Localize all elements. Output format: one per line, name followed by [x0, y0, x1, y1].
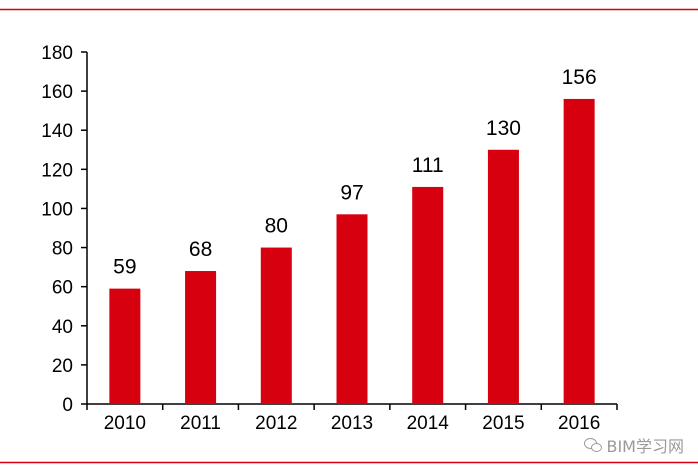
data-label-2012: 80	[265, 215, 288, 238]
x-tick-label: 2014	[407, 413, 450, 434]
x-tick-label: 2015	[482, 413, 524, 434]
x-tick-label: 2010	[104, 413, 146, 434]
data-label-2015: 130	[486, 117, 521, 140]
watermark: BIM学习网	[584, 433, 684, 457]
y-tick-label: 80	[52, 239, 73, 260]
x-tick-label: 2013	[331, 413, 373, 434]
bar-2013	[336, 214, 368, 404]
wechat-icon	[584, 438, 603, 452]
data-label-2016: 156	[562, 66, 597, 89]
bar-2012	[260, 247, 292, 404]
x-tick-label: 2012	[255, 413, 297, 434]
bar-2016	[563, 98, 595, 404]
chart-bars	[109, 98, 595, 404]
y-tick-label: 40	[52, 317, 73, 338]
bar-2015	[487, 149, 519, 404]
chart-axes: 0 20 40 60 80 100 120 140 160 180 2010 2011 2012 2013…	[41, 43, 618, 434]
x-tick-label: 2016	[558, 413, 600, 434]
y-tick-label: 0	[62, 395, 73, 416]
y-tick-label: 160	[41, 82, 73, 103]
x-tick-label: 2011	[180, 413, 221, 434]
y-tick-label: 140	[41, 121, 73, 142]
y-tick-label: 60	[52, 278, 73, 299]
bar-2014	[412, 186, 444, 404]
y-tick-label: 180	[41, 43, 73, 64]
y-tick-label: 120	[41, 160, 73, 181]
data-label-2013: 97	[340, 181, 363, 204]
data-label-2014: 111	[412, 154, 444, 177]
chart-data-labels: 59 68 80 97 111 130 156	[113, 66, 596, 279]
data-label-2011: 68	[189, 238, 212, 261]
watermark-text: BIM学习网	[606, 437, 684, 456]
y-tick-label: 100	[41, 199, 73, 220]
bar-2010	[109, 288, 141, 404]
bar-2011	[185, 271, 217, 404]
y-tick-label: 20	[52, 356, 73, 377]
data-label-2010: 59	[113, 256, 136, 279]
